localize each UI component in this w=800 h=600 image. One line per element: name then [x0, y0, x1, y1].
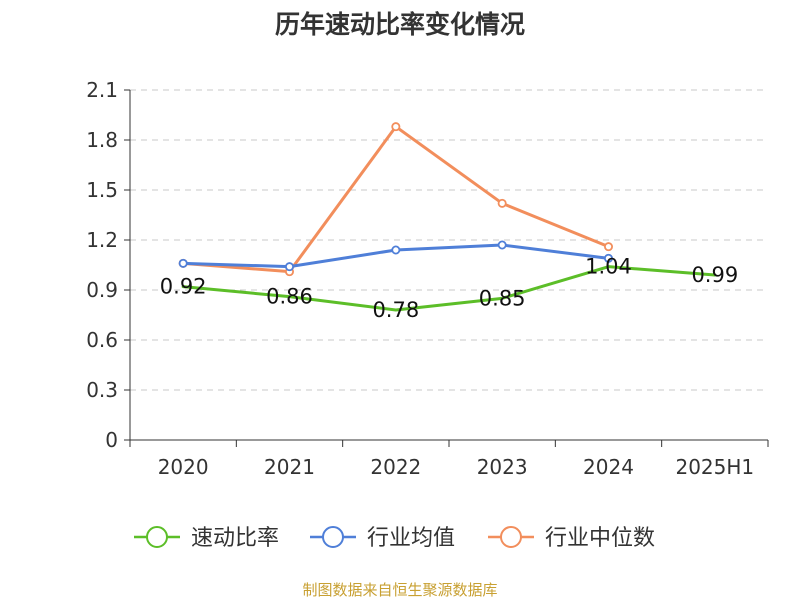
x-tick-label: 2024	[583, 455, 634, 479]
legend-item-1[interactable]: 行业均值	[310, 526, 455, 551]
data-label: 0.85	[479, 286, 526, 310]
y-tick-label: 1.8	[86, 128, 118, 152]
data-label: 0.86	[266, 285, 313, 309]
axes: 0 0.3 0.6 0.9 1.2 1.5 1.8 2.1 2020 2021 2022 2023 20…	[86, 78, 769, 479]
legend-label: 行业均值	[367, 526, 455, 551]
data-point	[391, 122, 401, 132]
x-tick-label: 2025H1	[675, 455, 754, 479]
source-note: 制图数据来自恒生聚源数据库	[302, 581, 497, 599]
legend-item-2[interactable]: 行业中位数	[488, 526, 655, 551]
grid	[130, 89, 768, 391]
legend-marker	[322, 526, 344, 548]
legend-item-0[interactable]: 速动比率	[134, 526, 279, 551]
data-labels: 0.92 0.86 0.78 0.85 1.04 0.99	[160, 255, 738, 322]
data-point	[604, 253, 614, 263]
series-0	[181, 265, 717, 312]
y-tick-label: 0.6	[86, 328, 118, 352]
legend-marker	[500, 526, 522, 548]
data-point	[497, 240, 507, 250]
data-point	[497, 198, 507, 208]
y-tick-label: 1.5	[86, 178, 118, 202]
data-label: 1.04	[585, 255, 632, 279]
x-tick-label: 2021	[264, 455, 315, 479]
y-tick-label: 0.3	[86, 378, 118, 402]
legend[interactable]: 速动比率 行业均值 行业中位数	[134, 526, 655, 551]
series-layer	[178, 122, 717, 312]
y-tick-label: 0	[105, 428, 118, 452]
series-1	[178, 240, 614, 272]
y-tick-label: 2.1	[86, 78, 118, 102]
data-label: 0.78	[372, 298, 419, 322]
data-label: 0.99	[691, 263, 738, 287]
x-tick-label: 2023	[477, 455, 528, 479]
legend-label: 行业中位数	[545, 526, 655, 551]
y-tick-label: 0.9	[86, 278, 118, 302]
data-point	[284, 262, 294, 272]
data-point	[178, 258, 188, 268]
legend-marker	[146, 526, 168, 548]
x-tick-label: 2022	[370, 455, 421, 479]
x-tick-label: 2020	[158, 455, 209, 479]
chart-title: 历年速动比率变化情况	[275, 10, 525, 39]
legend-label: 速动比率	[191, 526, 279, 551]
data-point	[604, 242, 614, 252]
data-label: 0.92	[160, 275, 207, 299]
series-line	[181, 265, 717, 312]
data-point	[391, 245, 401, 255]
y-tick-label: 1.2	[86, 228, 118, 252]
